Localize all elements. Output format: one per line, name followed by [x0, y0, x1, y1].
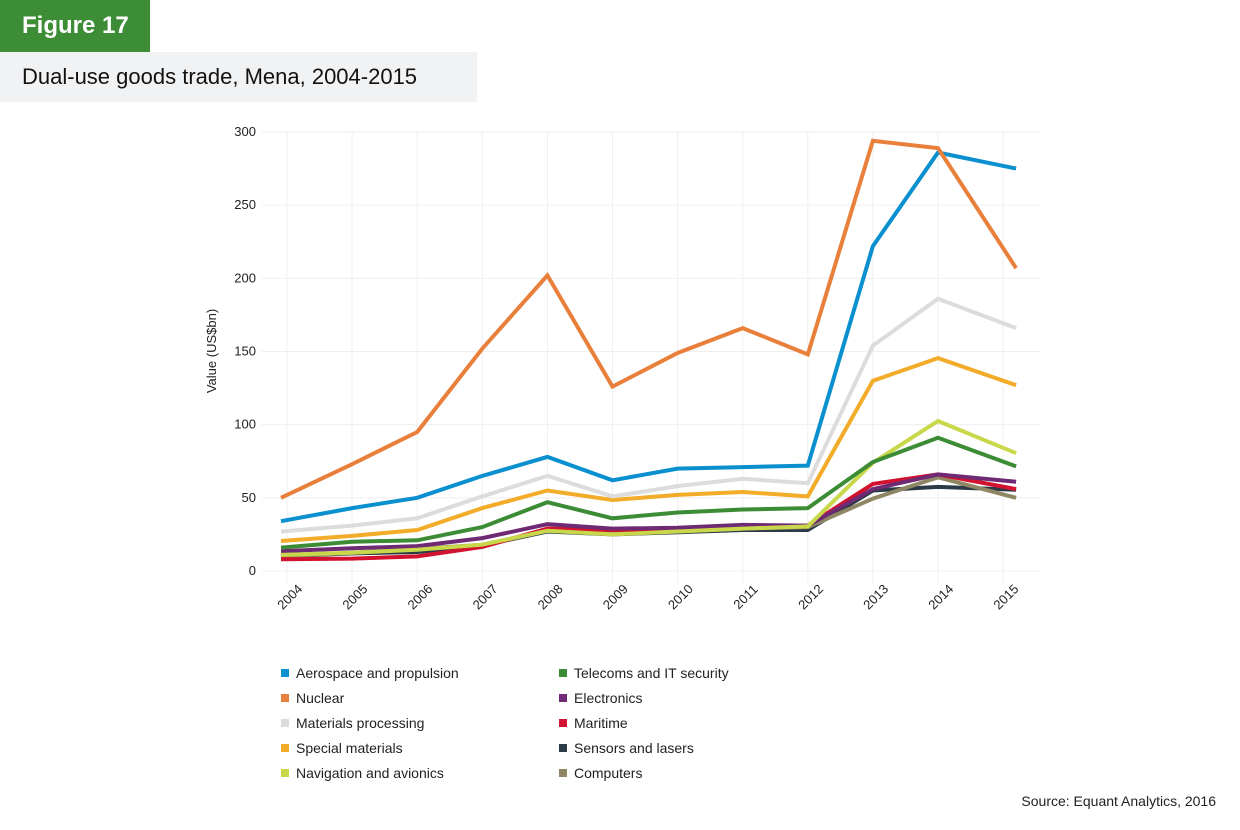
y-tick-label: 0	[249, 563, 256, 578]
figure-title-bar: Dual-use goods trade, Mena, 2004-2015	[0, 52, 477, 102]
legend-label: Maritime	[574, 714, 628, 731]
series-line-telecoms-and-it-security	[280, 435, 1017, 550]
y-tick-label: 100	[234, 417, 256, 432]
legend-swatch-icon	[281, 768, 289, 777]
legend-swatch-icon	[281, 693, 289, 702]
figure-number-badge: Figure 17	[0, 0, 150, 52]
legend-item: Nuclear	[281, 685, 559, 710]
y-tick-label: 200	[234, 270, 256, 285]
x-tick-label: 2014	[925, 581, 956, 612]
legend-swatch-icon	[281, 718, 289, 727]
legend-swatch-icon	[559, 768, 567, 777]
series-line-electronics	[280, 472, 1017, 554]
legend-label: Computers	[574, 764, 643, 781]
y-tick-label: 250	[234, 197, 256, 212]
source-note: Source: Equant Analytics, 2016	[1021, 793, 1216, 809]
legend-label: Materials processing	[296, 714, 425, 731]
x-tick-label: 2006	[404, 581, 435, 612]
legend-swatch-icon	[559, 718, 567, 727]
legend-label: Sensors and lasers	[574, 739, 694, 756]
x-tick-label: 2010	[665, 581, 696, 612]
legend-item: Maritime	[559, 710, 839, 735]
series-line-navigation-and-avionics	[280, 418, 1017, 557]
legend-item: Computers	[559, 760, 839, 785]
y-axis-title: Value (US$bn)	[204, 309, 219, 393]
legend-label: Telecoms and IT security	[574, 664, 729, 681]
legend-swatch-icon	[559, 743, 567, 752]
series-line-aerospace-and-propulsion	[280, 150, 1017, 524]
series-line-nuclear	[280, 138, 1018, 500]
legend-swatch-icon	[559, 668, 567, 677]
y-tick-label: 150	[234, 344, 256, 359]
legend-item: Materials processing	[281, 710, 559, 735]
x-tick-label: 2015	[990, 581, 1021, 612]
x-axis-ticks: 2004 2005 2006 2007 2008 2009 2010 2011 2012 2013…	[274, 581, 1021, 612]
legend-label: Special materials	[296, 739, 403, 756]
series-lines	[280, 138, 1018, 562]
x-tick-label: 2009	[600, 581, 631, 612]
legend-swatch-icon	[281, 743, 289, 752]
figure-title: Dual-use goods trade, Mena, 2004-2015	[22, 64, 418, 89]
x-tick-label: 2007	[470, 581, 501, 612]
legend-swatch-icon	[559, 693, 567, 702]
legend-item: Telecoms and IT security	[559, 660, 839, 685]
chart-legend: Aerospace and propulsion Nuclear Materials…	[281, 660, 841, 785]
series-line-materials-processing	[280, 296, 1017, 534]
legend-item: Special materials	[281, 735, 559, 760]
legend-label: Electronics	[574, 689, 643, 706]
x-tick-label: 2004	[274, 581, 305, 612]
y-tick-label: 300	[234, 124, 256, 139]
x-tick-label: 2013	[860, 581, 891, 612]
y-axis-ticks: 0 50 100 150 200 250 300	[234, 124, 256, 578]
legend-label: Aerospace and propulsion	[296, 664, 459, 681]
figure-number: Figure 17	[22, 12, 129, 39]
legend-label: Nuclear	[296, 689, 345, 706]
legend-swatch-icon	[281, 668, 289, 677]
legend-item: Sensors and lasers	[559, 735, 839, 760]
y-tick-label: 50	[242, 490, 256, 505]
x-tick-label: 2011	[730, 582, 760, 612]
series-line-special-materials	[280, 355, 1017, 543]
legend-item: Navigation and avionics	[281, 760, 559, 785]
legend-item: Aerospace and propulsion	[281, 660, 559, 685]
x-tick-label: 2005	[339, 581, 370, 612]
legend-item: Electronics	[559, 685, 839, 710]
legend-label: Navigation and avionics	[296, 764, 444, 781]
x-tick-label: 2012	[795, 581, 826, 612]
x-tick-label: 2008	[535, 581, 566, 612]
